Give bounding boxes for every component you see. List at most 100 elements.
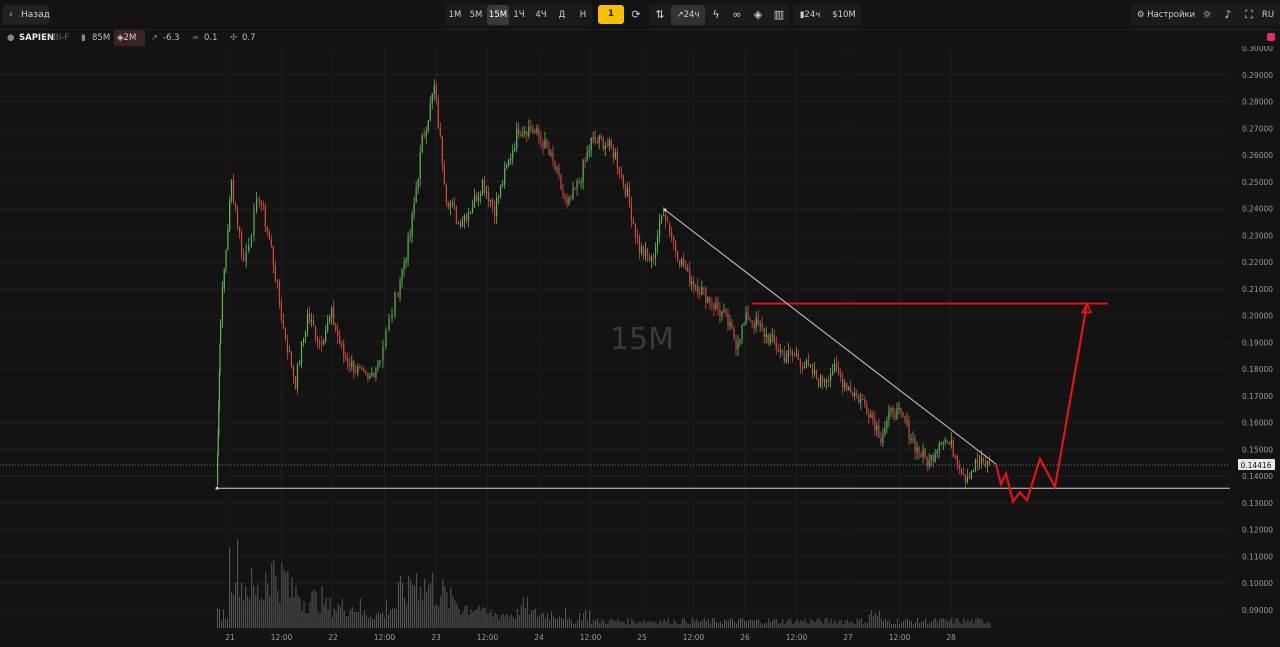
ticker-label[interactable]: SAPIEN xyxy=(19,33,55,43)
stats-period-button[interactable]: ▮24ч xyxy=(795,5,825,25)
volume-bar xyxy=(381,612,383,628)
candle-body xyxy=(298,364,301,366)
volume-bar xyxy=(307,613,309,628)
tab-week[interactable]: Н xyxy=(579,10,587,20)
candle-body xyxy=(713,304,715,309)
candle-body xyxy=(411,213,413,237)
volume-bar xyxy=(323,604,325,628)
tab-1h[interactable]: 1Ч xyxy=(513,10,525,20)
volume-bar xyxy=(512,617,514,628)
volume-bar xyxy=(329,597,331,628)
volume-filter-button[interactable]: $10M xyxy=(832,10,856,20)
volume-bar xyxy=(534,608,536,628)
volume-bar xyxy=(373,619,375,628)
volume-bar xyxy=(476,609,478,628)
volume-bar xyxy=(343,611,345,628)
tab-day[interactable]: Д xyxy=(558,10,566,20)
candle-body xyxy=(918,447,920,454)
volume-bar xyxy=(593,620,595,628)
candle-body xyxy=(413,202,415,214)
candle-body xyxy=(803,366,806,369)
candle-body xyxy=(797,353,799,360)
candle-body xyxy=(276,280,278,282)
tab-4h[interactable]: 4Ч xyxy=(535,10,547,20)
candle-body xyxy=(630,203,633,221)
refresh-icon[interactable]: ⟳ xyxy=(631,8,641,21)
candle-body xyxy=(314,326,317,340)
sun-icon[interactable]: ☼ xyxy=(1202,8,1212,21)
link-icon[interactable]: ∞ xyxy=(732,8,742,21)
volume-bar xyxy=(890,623,892,628)
candle-body xyxy=(741,325,743,340)
candle-body xyxy=(960,468,962,473)
volume-bar xyxy=(820,621,822,628)
candle-body xyxy=(266,226,268,233)
candle-body xyxy=(335,325,337,330)
volume-bar xyxy=(905,619,907,628)
volume-bar xyxy=(554,618,556,628)
volume-bar xyxy=(838,620,840,628)
settings-button[interactable]: ⚙ Настройки xyxy=(1133,5,1199,25)
shield-icon[interactable]: ◈ xyxy=(753,8,763,21)
candle-body xyxy=(221,287,224,323)
volume-bar xyxy=(502,613,504,628)
record-indicator[interactable] xyxy=(1267,33,1275,41)
candle-body xyxy=(528,126,530,136)
time-tick-label: 12:00 xyxy=(786,633,808,642)
lightning-icon[interactable]: ϟ xyxy=(712,8,720,21)
time-tick-label: 12:00 xyxy=(374,633,396,642)
bar-chart-icon[interactable]: ▥ xyxy=(773,8,785,21)
volume-bar xyxy=(271,562,273,628)
candle-body xyxy=(652,256,655,259)
candle-body xyxy=(862,398,864,401)
price-chart[interactable]: 15M 0.300000.290000.280000.270000.260000… xyxy=(0,46,1280,647)
volume-bar xyxy=(677,623,679,628)
candle-body xyxy=(580,181,582,183)
candle-body xyxy=(900,408,902,413)
volume-bar xyxy=(933,619,935,628)
candle-body xyxy=(984,461,987,467)
candle-body xyxy=(795,353,797,356)
volume-bar xyxy=(806,622,808,628)
language-button[interactable]: RU xyxy=(1261,10,1275,20)
candle-body xyxy=(731,321,733,329)
volume-bar xyxy=(713,617,715,628)
trend-button[interactable]: ↗24ч xyxy=(671,5,705,25)
candle-body xyxy=(733,328,735,340)
volume-bar xyxy=(734,621,736,628)
volume-bar xyxy=(412,584,414,628)
volume-bar xyxy=(882,621,884,628)
volume-bar xyxy=(283,569,285,628)
candle-body xyxy=(485,192,488,194)
volume-bar xyxy=(629,624,631,628)
volume-bar xyxy=(422,600,424,628)
volume-bar xyxy=(651,622,653,628)
tab-5m[interactable]: 5М xyxy=(469,10,483,20)
candle-body xyxy=(286,340,289,353)
volume-bar xyxy=(691,617,693,628)
volume-bar xyxy=(402,582,404,628)
candle-body xyxy=(626,187,628,197)
candle-body xyxy=(886,419,888,429)
volume-bar xyxy=(721,624,723,628)
ticker-info-bar: ● SAPIEN BI-F ▮ 85M ◈2M ↗ -6.3 ∞ 0.1 ✣ 0… xyxy=(0,30,1280,46)
candle-body xyxy=(227,229,229,251)
fullscreen-icon[interactable]: ⛶ xyxy=(1245,8,1253,21)
back-button[interactable]: ‹ Назад xyxy=(3,5,50,25)
candle-body xyxy=(218,404,220,435)
layout-button[interactable]: 1 xyxy=(598,5,624,24)
candle-body xyxy=(578,180,580,183)
volume-bar xyxy=(317,611,319,628)
volume-bar xyxy=(647,621,649,628)
volume-bar xyxy=(548,619,550,628)
volume-bar xyxy=(711,617,713,628)
candle-body xyxy=(846,383,848,391)
volume-bar xyxy=(892,623,894,628)
tab-1m[interactable]: 1М xyxy=(448,10,462,20)
tab-15m[interactable]: 15М xyxy=(487,5,509,25)
sound-icon[interactable]: ♪ xyxy=(1224,8,1232,21)
sort-icon[interactable]: ⇅ xyxy=(655,8,665,21)
volume-bar xyxy=(506,613,508,628)
candle-body xyxy=(349,364,351,367)
candle-body xyxy=(467,213,470,221)
